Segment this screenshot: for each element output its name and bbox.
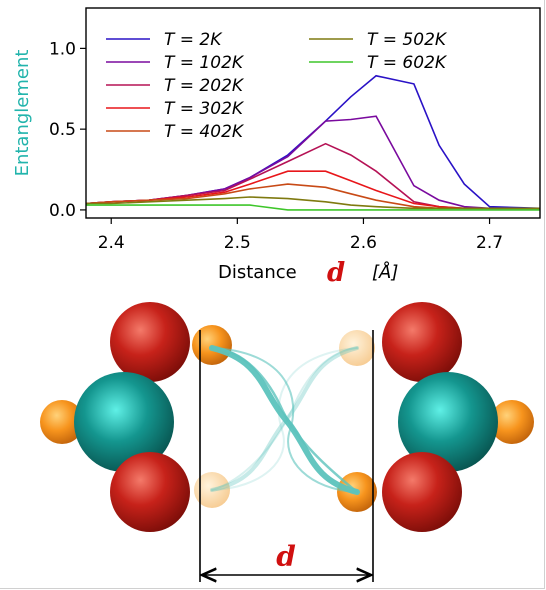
right-outer-small-atom (490, 400, 534, 444)
left-bottom-small-atom (194, 472, 230, 508)
y-axis-label: Entanglement (12, 50, 33, 177)
entanglement-bonds (209, 345, 360, 495)
series-line-6 (86, 204, 540, 211)
legend-label-1: T = 102K (164, 53, 245, 73)
legend-label-6: T = 602K (367, 53, 448, 73)
legend-label-5: T = 502K (367, 30, 448, 50)
y-tick-label: 1.0 (49, 39, 76, 59)
legend-label-3: T = 302K (164, 99, 245, 119)
left-outer-small-atom (40, 400, 84, 444)
distance-label: d (276, 540, 296, 573)
x-tick-label: 2.5 (224, 233, 251, 253)
y-tick-label: 0.0 (49, 201, 76, 221)
series-line-5 (86, 196, 540, 210)
x-tick-label: 2.6 (350, 233, 377, 253)
right-molecule (337, 302, 534, 532)
left-molecule (40, 302, 232, 532)
plot-frame (85, 7, 541, 219)
right-top-small-atom (339, 330, 375, 366)
legend-label-0: T = 2K (164, 30, 223, 50)
x-tick-label: 2.7 (476, 233, 503, 253)
legend-label-4: T = 402K (164, 122, 245, 142)
left-bottom-oxygen-atom (110, 452, 190, 532)
y-axis: 0.0 0.5 1.0 (49, 39, 86, 221)
plot-lines (85, 74, 541, 211)
x-axis-unit: [Å] (372, 261, 398, 283)
x-tick-label: 2.4 (98, 233, 125, 253)
legend-label-2: T = 202K (164, 76, 245, 96)
right-bottom-oxygen-atom (382, 452, 462, 532)
right-top-oxygen-atom (382, 302, 462, 382)
y-tick-label: 0.5 (49, 120, 76, 140)
x-axis-symbol: d (327, 258, 345, 288)
left-top-oxygen-atom (110, 302, 190, 382)
right-metal-atom (398, 372, 498, 472)
legend: T = 2K T = 102K T = 202K T = 302K T = 402K T … (106, 30, 448, 142)
x-axis: 2.4 2.5 2.6 2.7 (98, 218, 503, 253)
x-axis-label: Distance (218, 262, 297, 283)
left-metal-atom (74, 372, 174, 472)
